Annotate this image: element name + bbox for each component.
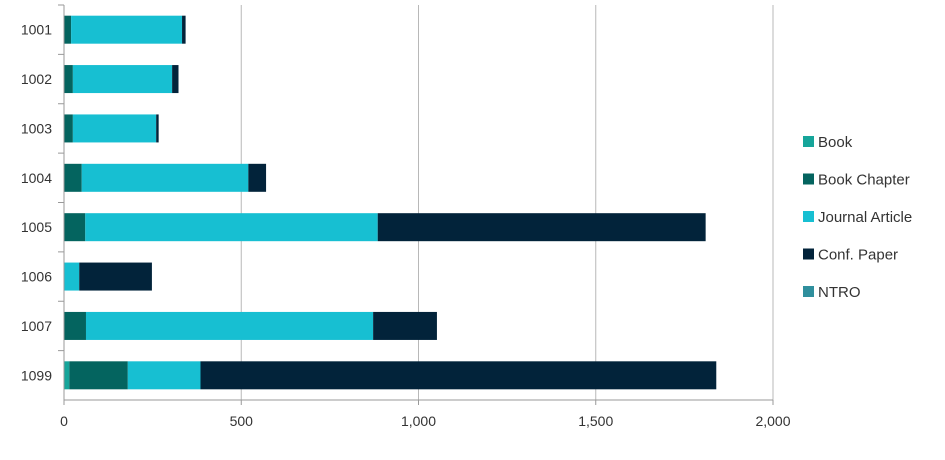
legend-label-book-chapter: Book Chapter (818, 172, 910, 189)
legend-swatch-book (803, 136, 814, 147)
bar-1005-conf-paper (377, 213, 706, 242)
bar-1006-conf-paper (79, 262, 152, 291)
legend: Book Book Chapter Journal Article Conf. Pap… (803, 134, 912, 301)
bar-1005-book-chapter (64, 213, 86, 242)
legend-swatch-ntro (803, 286, 814, 297)
bar-1003-conf-paper (156, 114, 159, 143)
legend-label-ntro: NTRO (818, 284, 861, 301)
bar-1007-book-chapter (64, 311, 86, 340)
x-tick-label-0: 0 (60, 413, 68, 429)
bar-1007-journal-article (85, 311, 374, 340)
bar-1003-book-chapter (64, 114, 73, 143)
bar-1007-conf-paper (373, 311, 437, 340)
axes: 1001 1002 1003 1004 1005 1006 1007 1099 0 500 1,00… (21, 4, 791, 429)
bar-1001-book-chapter (64, 15, 72, 44)
y-tick-label-1003: 1003 (21, 120, 52, 136)
legend-label-book: Book (818, 134, 853, 151)
gridlines (240, 5, 774, 400)
bar-1004-journal-article (81, 163, 249, 192)
bar-1099-conf-paper (200, 361, 717, 390)
y-tick-label-1004: 1004 (21, 170, 52, 186)
bar-1002-journal-article (72, 65, 173, 94)
bar-1099-book (64, 361, 70, 390)
x-tick-label-500: 500 (230, 413, 254, 429)
legend-swatch-book-chapter (803, 173, 814, 185)
bars (64, 15, 717, 390)
bar-1099-journal-article (127, 361, 201, 390)
legend-swatch-conf-paper (803, 248, 814, 260)
bar-1002-conf-paper (172, 65, 179, 94)
bar-1099-book-chapter (69, 361, 128, 390)
x-tick-label-2,000: 2,000 (755, 413, 790, 429)
y-tick-label-1005: 1005 (21, 219, 52, 235)
legend-label-conf-paper: Conf. Paper (818, 247, 898, 264)
bar-1006-journal-article (64, 262, 80, 291)
y-tick-label-1002: 1002 (21, 71, 52, 87)
x-tick-label-1,500: 1,500 (578, 413, 613, 429)
y-tick-label-1099: 1099 (21, 367, 52, 383)
bar-1002-book-chapter (64, 65, 73, 94)
bar-1004-book-chapter (64, 163, 82, 192)
legend-swatch-journal-article (803, 211, 814, 222)
x-tick-label-1,000: 1,000 (401, 413, 436, 429)
y-tick-label-1001: 1001 (21, 22, 52, 38)
y-tick-label-1006: 1006 (21, 269, 52, 285)
bar-1003-journal-article (72, 114, 157, 143)
bar-1004-conf-paper (248, 163, 267, 192)
bar-1005-journal-article (85, 213, 378, 242)
bar-1001-journal-article (71, 15, 183, 44)
bar-1001-conf-paper (182, 15, 186, 44)
y-tick-label-1007: 1007 (21, 318, 52, 334)
legend-label-journal-article: Journal Article (818, 209, 912, 226)
